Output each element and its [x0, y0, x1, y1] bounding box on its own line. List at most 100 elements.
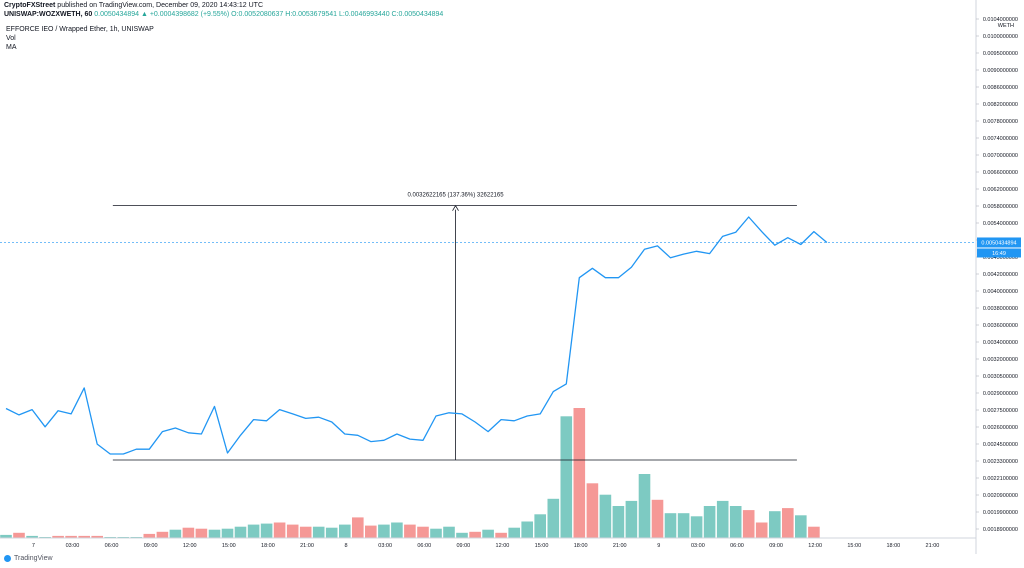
- volume-bar: [91, 535, 103, 538]
- legend-ma[interactable]: MA: [6, 44, 17, 51]
- volume-bar: [52, 535, 64, 538]
- publish-note: published on TradingView.com, December 0…: [57, 2, 264, 9]
- volume-bar: [586, 483, 599, 538]
- volume-bar: [391, 522, 403, 538]
- volume-bar: [378, 524, 390, 538]
- x-tick-label: 12:00: [496, 543, 510, 549]
- volume-bar: [469, 531, 481, 538]
- volume-bar: [156, 531, 169, 538]
- volume-bar: [612, 506, 625, 538]
- volume-bar: [365, 525, 377, 538]
- x-tick-label: 9: [657, 543, 660, 549]
- volume-bar: [677, 513, 690, 538]
- y-tick-label: 0.0095000000: [983, 51, 1018, 57]
- y-tick-label: 0.0034000000: [983, 340, 1018, 346]
- x-tick-label: 8: [345, 543, 348, 549]
- volume-bar: [508, 527, 520, 538]
- x-tick-label: 03:00: [66, 543, 80, 549]
- last-price-tag: [977, 237, 1021, 248]
- volume-bar: [195, 528, 208, 538]
- volume-bar: [729, 506, 742, 538]
- y-tick-label: 0.0086000000: [983, 85, 1018, 91]
- y-tick-label: 0.0042000000: [983, 272, 1018, 278]
- volume-bar: [221, 528, 234, 538]
- y-tick-label: 0.0100000000: [983, 34, 1018, 40]
- y-tick-label: 0.0074000000: [983, 136, 1018, 142]
- tradingview-logo-icon: [4, 555, 11, 562]
- y-tick-label: 0.0040000000: [983, 289, 1018, 295]
- y-tick-label: 0.0023300000: [983, 459, 1018, 465]
- volume-bar: [299, 526, 312, 538]
- y-tick-label: 0.0078000000: [983, 119, 1018, 125]
- legend-vol[interactable]: Vol: [6, 35, 16, 42]
- y-tick-label: 0.0032000000: [983, 357, 1018, 363]
- volume-bar: [430, 528, 442, 538]
- y-tick-label: 0.0082000000: [983, 102, 1018, 108]
- volume-bar: [339, 524, 351, 538]
- volume-bar: [742, 510, 755, 538]
- x-tick-label: 15:00: [535, 543, 549, 549]
- x-tick-label: 12:00: [183, 543, 197, 549]
- x-tick-label: 03:00: [378, 543, 392, 549]
- x-tick-label: 15:00: [847, 543, 861, 549]
- measure-arrow-head-icon: [452, 204, 459, 211]
- y-tick-label: 0.0054000000: [983, 221, 1018, 227]
- x-tick-label: 15:00: [222, 543, 236, 549]
- symbol-line: UNISWAP:WOZXWETH, 60 0.0050434894 ▲ +0.0…: [4, 10, 443, 19]
- x-tick-label: 06:00: [730, 543, 744, 549]
- volume-bar: [273, 522, 286, 538]
- x-tick-label: 09:00: [769, 543, 783, 549]
- volume-bar: [716, 500, 729, 538]
- x-tick-label: 18:00: [574, 543, 588, 549]
- volume-bar: [312, 526, 325, 538]
- countdown-tag: [977, 248, 1021, 258]
- x-tick-label: 12:00: [808, 543, 822, 549]
- chart-legend: EFFORCE IEO / Wrapped Ether, 1h, UNISWAP…: [6, 25, 154, 52]
- volume-bar: [573, 408, 586, 538]
- volume-bar: [417, 526, 429, 538]
- x-tick-label: 18:00: [886, 543, 900, 549]
- y-tick-label: 0.0018900000: [983, 527, 1018, 533]
- volume-bar: [286, 524, 299, 538]
- volume-bar: [769, 511, 781, 538]
- y-tick-label: 0.0022100000: [983, 476, 1018, 482]
- measure-label: 0.0032622165 (137.36%) 32622165: [407, 193, 504, 199]
- volume-bar: [26, 535, 38, 538]
- publisher-name: CryptoFXStreet: [4, 2, 56, 9]
- volume-bar: [169, 529, 182, 538]
- footer-branding[interactable]: TradingView: [4, 555, 53, 562]
- measure-tool[interactable]: 0.0032622165 (137.36%) 32622165: [112, 193, 797, 461]
- currency-label: WETH: [998, 23, 1014, 29]
- x-tick-label: 03:00: [691, 543, 705, 549]
- volume-bar: [638, 474, 651, 538]
- volume-bar: [547, 498, 560, 538]
- y-tick-label: 0.0090000000: [983, 68, 1018, 74]
- volume-bar: [260, 523, 273, 538]
- y-tick-label: 0.0036000000: [983, 323, 1018, 329]
- volume-bar: [247, 524, 260, 538]
- y-tick-label: 0.0058000000: [983, 204, 1018, 210]
- last-price-label: 0.0050434894: [981, 240, 1016, 246]
- volume-bar: [65, 535, 77, 538]
- volume-bar: [808, 526, 820, 538]
- volume-bar: [456, 532, 468, 538]
- x-tick-label: 09:00: [144, 543, 158, 549]
- volume-bar: [755, 522, 768, 538]
- volume-bar: [78, 535, 90, 538]
- volume-bar: [782, 508, 794, 538]
- y-tick-label: 0.0026000000: [983, 425, 1018, 431]
- x-tick-label: 21:00: [613, 543, 627, 549]
- volume-bar: [482, 529, 494, 538]
- footer-brand: TradingView: [14, 555, 53, 562]
- price-line: [5, 216, 828, 455]
- volume-bar: [443, 526, 455, 538]
- ohlc-values: 0.0050434894 ▲ +0.0004398682 (+9.55%) O:…: [94, 11, 444, 18]
- volume-bar: [534, 514, 546, 538]
- y-tick-label: 0.0038000000: [983, 306, 1018, 312]
- x-tick-label: 21:00: [926, 543, 940, 549]
- legend-title[interactable]: EFFORCE IEO / Wrapped Ether, 1h, UNISWAP: [6, 26, 154, 33]
- y-tick-label: 0.0045000000: [983, 255, 1018, 261]
- y-tick-label: 0.0066000000: [983, 170, 1018, 176]
- y-tick-label: 0.0029000000: [983, 391, 1018, 397]
